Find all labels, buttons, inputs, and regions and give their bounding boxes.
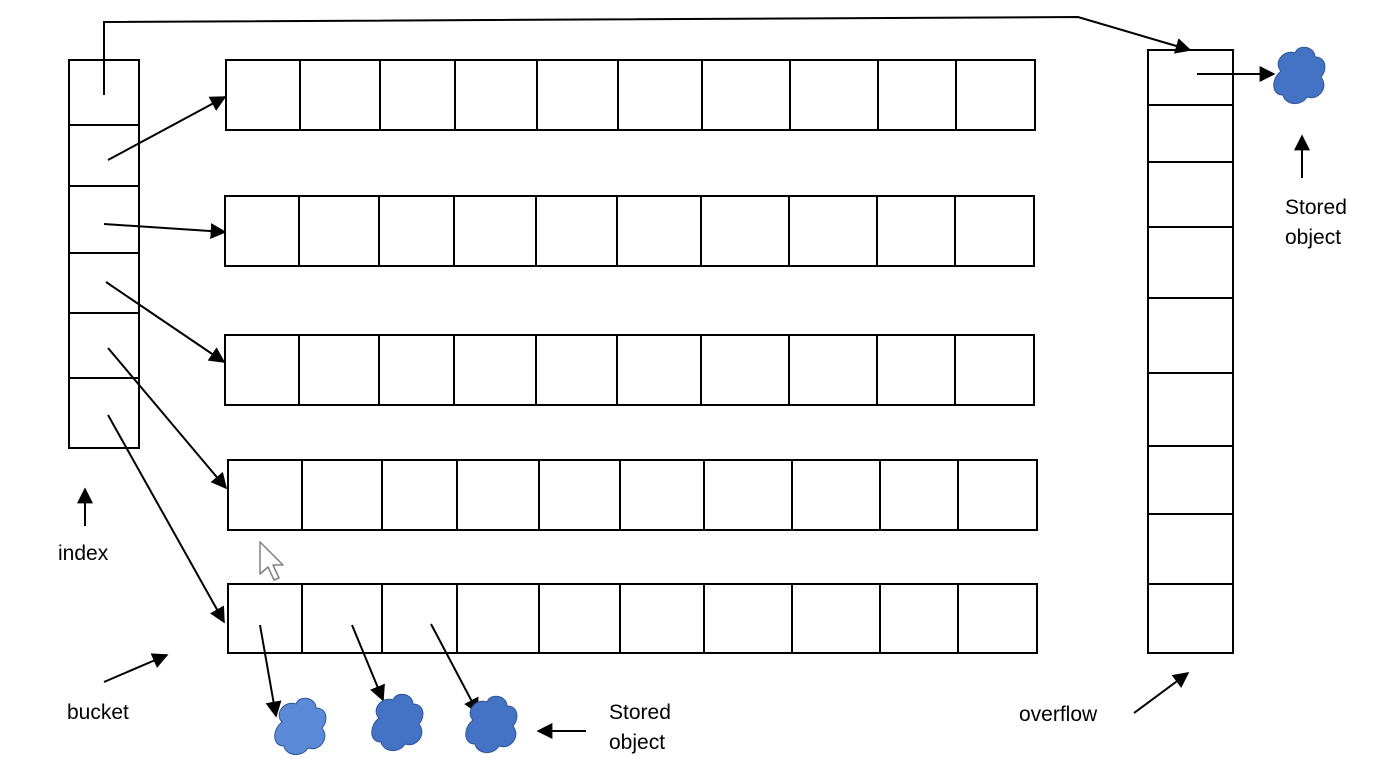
- bucket-rows: [224, 59, 1038, 654]
- stored-object-3: [465, 695, 518, 753]
- stored-object-label-bottom-line2: object: [609, 731, 666, 754]
- mouse-cursor-icon: [259, 541, 284, 581]
- stored-object-overflow: [1273, 46, 1326, 104]
- label-pointer-arrows: [77, 134, 1310, 739]
- overflow-label: overflow: [1019, 703, 1098, 726]
- overflow-column: [1147, 49, 1234, 654]
- bucket-row-2: [224, 195, 1035, 267]
- arrow-index-to-overflow: [103, 15, 1192, 95]
- index-to-bucket-arrows: [103, 96, 228, 624]
- stored-object-2: [371, 693, 424, 751]
- arrow-index-2: [107, 96, 227, 161]
- index-label: index: [58, 542, 109, 565]
- arrow-index-5: [107, 347, 228, 490]
- overflow-pointer: [1133, 672, 1190, 714]
- bucket-pointer: [103, 653, 169, 683]
- bucket-row-4: [227, 459, 1038, 531]
- stored-object-label-bottom-line1: Stored: [609, 701, 671, 724]
- bucket-row-3: [224, 334, 1035, 406]
- stored-object-label-top-line2: object: [1285, 226, 1342, 249]
- stored-object-1: [274, 697, 327, 755]
- arrow-index-3: [103, 223, 227, 240]
- arrow-index-4: [105, 281, 226, 363]
- cell-to-object-arrows: [259, 623, 479, 718]
- index-column: [68, 59, 140, 449]
- arrow-index-6: [107, 414, 225, 624]
- bucket-label: bucket: [67, 701, 129, 724]
- bucket-row-5: [227, 583, 1038, 654]
- bucket-row-1: [225, 59, 1036, 131]
- stored-object-label-top-line1: Stored: [1285, 196, 1347, 219]
